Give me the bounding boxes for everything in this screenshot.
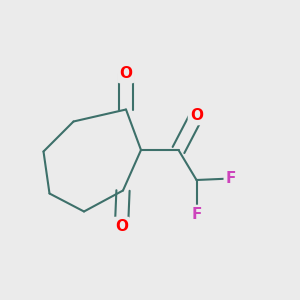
Text: O: O — [119, 66, 133, 81]
Text: F: F — [191, 207, 202, 222]
Text: F: F — [191, 207, 202, 222]
Text: O: O — [115, 219, 128, 234]
Text: O: O — [119, 66, 133, 81]
Text: O: O — [115, 219, 128, 234]
Text: F: F — [226, 171, 236, 186]
Text: F: F — [226, 171, 236, 186]
Text: O: O — [190, 108, 203, 123]
Text: O: O — [190, 108, 203, 123]
